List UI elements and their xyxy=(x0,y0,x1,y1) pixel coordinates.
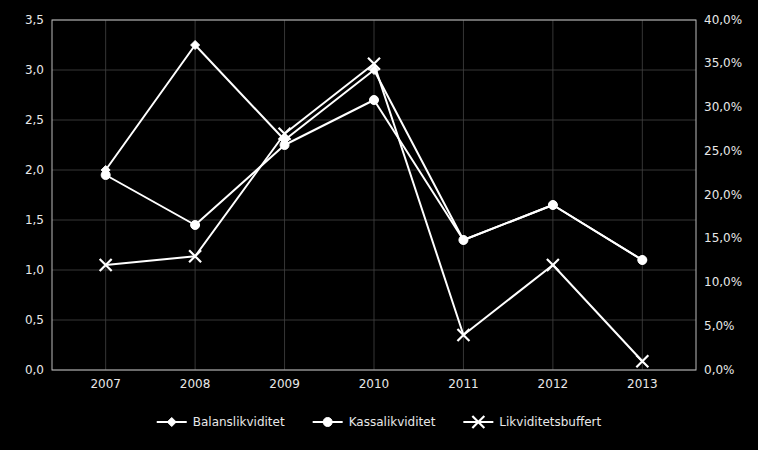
x-grid-line xyxy=(463,20,464,370)
data-point[interactable] xyxy=(548,201,557,210)
legend: Balanslikviditet Kassalikviditet Likvidite… xyxy=(157,415,602,429)
y2-tick-label: 25,0% xyxy=(704,144,742,158)
x-tick-label: 2010 xyxy=(359,377,390,391)
series-line xyxy=(106,100,643,260)
chart-svg: 0,0 0,5 1,0 1,5 2,0 2,5 3,0 3,5 0,0% 5,0% 10,0% 15,… xyxy=(0,0,758,450)
y2-tick-label: 20,0% xyxy=(704,188,742,202)
y2-tick-label: 30,0% xyxy=(704,100,742,114)
legend-marker xyxy=(323,418,332,427)
y2-tick-label: 35,0% xyxy=(704,56,742,70)
data-point[interactable] xyxy=(457,329,469,341)
series-line xyxy=(106,64,643,362)
data-point[interactable] xyxy=(547,259,559,271)
y2-tick-label: 40,0% xyxy=(704,13,742,27)
x-tick-label: 2009 xyxy=(269,377,300,391)
data-point[interactable] xyxy=(459,236,468,245)
legend-item[interactable]: Balanslikviditet xyxy=(157,415,285,429)
data-point[interactable] xyxy=(548,201,557,210)
x-grid-line xyxy=(284,20,285,370)
y-tick-label: 1,0 xyxy=(25,263,44,277)
series xyxy=(100,58,649,368)
legend-item[interactable]: Likviditetsbuffert xyxy=(463,415,601,429)
y2-tick-label: 0,0% xyxy=(704,363,735,377)
data-point[interactable] xyxy=(636,355,648,367)
x-grid-line xyxy=(552,20,553,370)
series-line xyxy=(106,45,643,260)
data-point[interactable] xyxy=(459,236,468,245)
background xyxy=(0,0,758,450)
y-tick-label: 0,5 xyxy=(25,313,44,327)
data-point[interactable] xyxy=(279,128,291,140)
plot-frame xyxy=(52,20,696,370)
y-tick-label: 3,0 xyxy=(25,63,44,77)
y-tick-label: 2,0 xyxy=(25,163,44,177)
y-tick-label: 1,5 xyxy=(25,213,44,227)
x-tick-label: 2008 xyxy=(180,377,211,391)
y2-tick-label: 10,0% xyxy=(704,275,742,289)
data-point[interactable] xyxy=(638,256,647,265)
chart-container: 0,0 0,5 1,0 1,5 2,0 2,5 3,0 3,5 0,0% 5,0% 10,0% 15,… xyxy=(0,0,758,450)
legend-marker xyxy=(167,418,176,427)
x-grid-line xyxy=(642,20,643,370)
x-tick-label: 2012 xyxy=(538,377,569,391)
data-point[interactable] xyxy=(191,41,200,50)
x-tick-label: 2013 xyxy=(627,377,658,391)
y2-tick-label: 5,0% xyxy=(704,319,735,333)
data-point[interactable] xyxy=(370,96,379,105)
series xyxy=(101,96,647,265)
legend-label: Balanslikviditet xyxy=(193,415,285,429)
legend-label: Likviditetsbuffert xyxy=(499,415,601,429)
series-group xyxy=(100,41,649,368)
y-tick-label: 3,5 xyxy=(25,13,44,27)
grid xyxy=(52,20,696,370)
legend-label: Kassalikviditet xyxy=(349,415,436,429)
y-tick-label: 0,0 xyxy=(25,363,44,377)
data-point[interactable] xyxy=(368,58,380,70)
x-grid-line xyxy=(195,20,196,370)
legend-marker xyxy=(472,416,484,428)
x-grid-line xyxy=(105,20,106,370)
x-tick-label: 2011 xyxy=(448,377,479,391)
data-point[interactable] xyxy=(191,221,200,230)
legend-item[interactable]: Kassalikviditet xyxy=(313,415,436,429)
axes: 0,0 0,5 1,0 1,5 2,0 2,5 3,0 3,5 0,0% 5,0% 10,0% 15,… xyxy=(25,13,742,392)
data-point[interactable] xyxy=(280,141,289,150)
y-tick-label: 2,5 xyxy=(25,113,44,127)
data-point[interactable] xyxy=(100,259,112,271)
data-point[interactable] xyxy=(189,250,201,262)
data-point[interactable] xyxy=(101,171,110,180)
series xyxy=(101,41,647,265)
data-point[interactable] xyxy=(638,256,647,265)
y2-tick-label: 15,0% xyxy=(704,231,742,245)
x-tick-label: 2007 xyxy=(90,377,121,391)
